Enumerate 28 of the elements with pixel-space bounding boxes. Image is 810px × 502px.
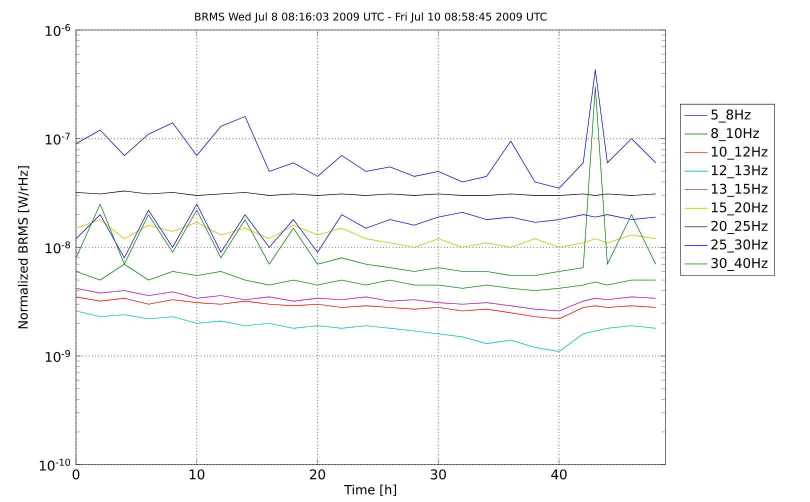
line-series bbox=[76, 204, 656, 258]
legend-label: 12_13Hz bbox=[712, 165, 768, 178]
x-axis-title: Time [h] bbox=[344, 484, 396, 496]
x-tick-label: 40 bbox=[551, 469, 567, 480]
line-series bbox=[76, 288, 656, 312]
legend-label: 25_30Hz bbox=[711, 239, 768, 252]
line-series bbox=[76, 296, 656, 320]
legend-label: 30_40Hz bbox=[711, 258, 768, 272]
y-axis-title: Normalized BRMS [W/rHz] bbox=[18, 166, 30, 328]
chart-title: BRMS Wed Jul 8 08:16:03 2009 UTC - Fri Jul 10 08:58:45 2009 UTC bbox=[195, 12, 547, 23]
legend-label: 15_20Hz bbox=[712, 202, 768, 216]
legend-label: 8_10Hz bbox=[711, 128, 759, 142]
y-tick-label: 10$^{-9}$ bbox=[46, 350, 70, 362]
legend-label: 10_12Hz bbox=[712, 146, 768, 160]
line-series bbox=[76, 70, 656, 189]
line-series bbox=[76, 219, 656, 248]
y-tick-label: 10$^{-8}$ bbox=[46, 241, 70, 254]
y-tick-label: 10$^{-7}$ bbox=[46, 132, 70, 145]
legend-label: 20_25Hz bbox=[711, 220, 768, 234]
x-tick-label: 20 bbox=[310, 469, 326, 480]
legend-label: 5_8Hz bbox=[711, 109, 750, 123]
y-tick-label: 10$^{-6}$ bbox=[46, 24, 70, 36]
y-tick-label: 10$^{-10}$ bbox=[40, 458, 70, 471]
line-series bbox=[76, 310, 656, 352]
x-tick-label: 0 bbox=[72, 469, 80, 480]
x-tick-label: 30 bbox=[430, 469, 446, 480]
legend-label: 13_15Hz bbox=[712, 184, 768, 197]
x-tick-label: 10 bbox=[190, 469, 204, 480]
